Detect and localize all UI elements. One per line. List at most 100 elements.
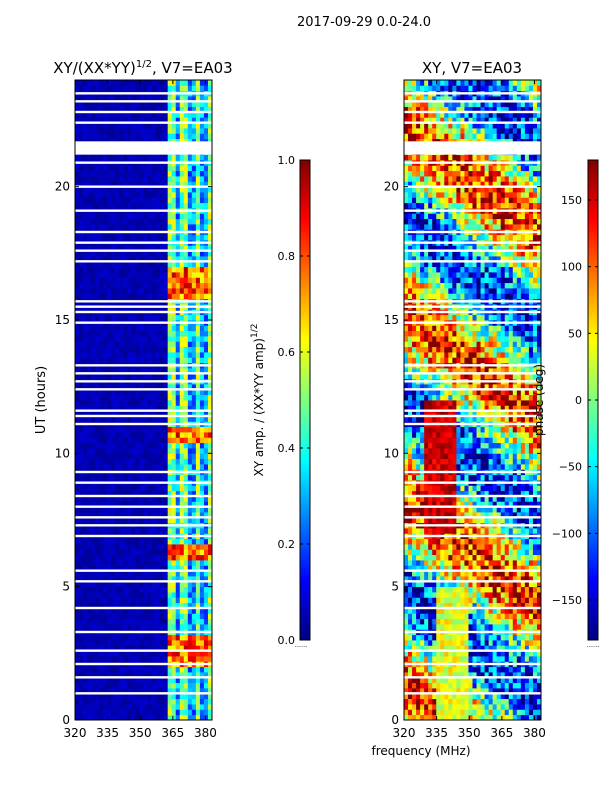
heatmap-cell (532, 640, 538, 646)
heatmap-cell (528, 698, 534, 705)
heatmap-cell (428, 714, 433, 721)
heatmap-cell (207, 181, 213, 188)
heatmap-cell (516, 666, 522, 673)
heatmap-cell (155, 373, 161, 380)
heatmap-cell (480, 704, 485, 710)
heatmap-cell (163, 325, 169, 332)
heatmap-cell (87, 213, 92, 220)
heatmap-cell (135, 245, 140, 252)
heatmap-cell (163, 234, 169, 241)
heatmap-cell (408, 592, 413, 598)
heatmap-cell (159, 709, 165, 716)
heatmap-cell (111, 618, 116, 625)
heatmap-cell (520, 698, 526, 705)
heatmap-cell (504, 666, 510, 673)
heatmap-cell (111, 213, 116, 220)
heatmap-cell (508, 645, 514, 652)
heatmap-cell (171, 165, 177, 172)
heatmap-cell (79, 224, 84, 230)
heatmap-cell (127, 218, 132, 225)
heatmap-cell (163, 336, 169, 342)
heatmap-cell (528, 666, 534, 673)
heatmap-cell (183, 544, 189, 550)
heatmap-cell (107, 106, 112, 113)
heatmap-cell (135, 576, 140, 582)
heatmap-cell (87, 352, 92, 358)
heatmap-cell (87, 549, 92, 556)
heatmap-cell (183, 506, 189, 513)
heatmap-cell (203, 682, 209, 689)
heatmap-cell (199, 85, 205, 92)
heatmap-cell (484, 693, 490, 700)
heatmap-cell (115, 181, 120, 188)
heatmap-cell (119, 677, 124, 684)
heatmap-cell (171, 672, 177, 678)
heatmap-cell (167, 202, 173, 209)
heatmap-cell (95, 464, 100, 470)
heatmap-cell (179, 170, 185, 177)
heatmap-cell (436, 624, 441, 630)
heatmap-cell (163, 293, 169, 300)
heatmap-cell (75, 645, 80, 652)
flagged-row (75, 534, 212, 538)
heatmap-cell (175, 314, 181, 321)
heatmap-cell (175, 538, 181, 545)
heatmap-cell (163, 474, 169, 481)
heatmap-cell (456, 634, 461, 641)
heatmap-cell (448, 698, 453, 705)
heatmap-cell (143, 714, 148, 721)
heatmap-cell (115, 117, 120, 124)
heatmap-cell (147, 165, 152, 172)
heatmap-cell (115, 624, 120, 630)
heatmap-cell (119, 181, 124, 188)
heatmap-cell (179, 437, 185, 444)
heatmap-cell (183, 277, 189, 284)
heatmap-cell (191, 234, 197, 241)
heatmap-cell (75, 389, 80, 396)
heatmap-cell (83, 704, 88, 710)
heatmap-cell (163, 704, 169, 710)
heatmap-cell (83, 682, 88, 689)
heatmap-cell (107, 186, 112, 193)
heatmap-cell (103, 608, 108, 614)
heatmap-cell (167, 314, 173, 321)
heatmap-cell (460, 624, 465, 630)
heatmap-cell (147, 85, 152, 92)
heatmap-cell (536, 677, 542, 684)
heatmap-cell (175, 128, 181, 134)
heatmap-cell (480, 650, 485, 657)
heatmap-cell (163, 650, 169, 657)
heatmap-cell (131, 261, 136, 268)
heatmap-cell (203, 565, 209, 572)
heatmap-cell (532, 698, 538, 705)
heatmap-cell (131, 85, 136, 92)
heatmap-cell (83, 634, 88, 641)
heatmap-cell (199, 154, 205, 161)
heatmap-cell (191, 506, 197, 513)
heatmap-cell (155, 261, 161, 268)
heatmap-cell (187, 314, 193, 321)
heatmap-cell (203, 346, 209, 353)
heatmap-cell (187, 250, 193, 257)
heatmap-cell (91, 549, 96, 556)
heatmap-cell (155, 608, 161, 614)
heatmap-cell (91, 650, 96, 657)
heatmap-cell (203, 410, 209, 417)
heatmap-cell (420, 672, 425, 678)
heatmap-cell (203, 234, 209, 241)
heatmap-cell (83, 357, 88, 364)
heatmap-cell (79, 336, 84, 342)
heatmap-cell (107, 330, 112, 337)
heatmap-cell (95, 528, 100, 534)
heatmap-cell (207, 554, 213, 561)
heatmap-cell (143, 704, 148, 710)
heatmap-cell (151, 528, 156, 534)
heatmap-cell (119, 272, 124, 278)
heatmap-cell (175, 565, 181, 572)
heatmap-cell (143, 501, 148, 508)
heatmap-cell (95, 266, 100, 273)
heatmap-cell (107, 656, 112, 662)
heatmap-cell (416, 709, 421, 716)
heatmap-cell (412, 618, 417, 625)
heatmap-cell (207, 192, 213, 198)
